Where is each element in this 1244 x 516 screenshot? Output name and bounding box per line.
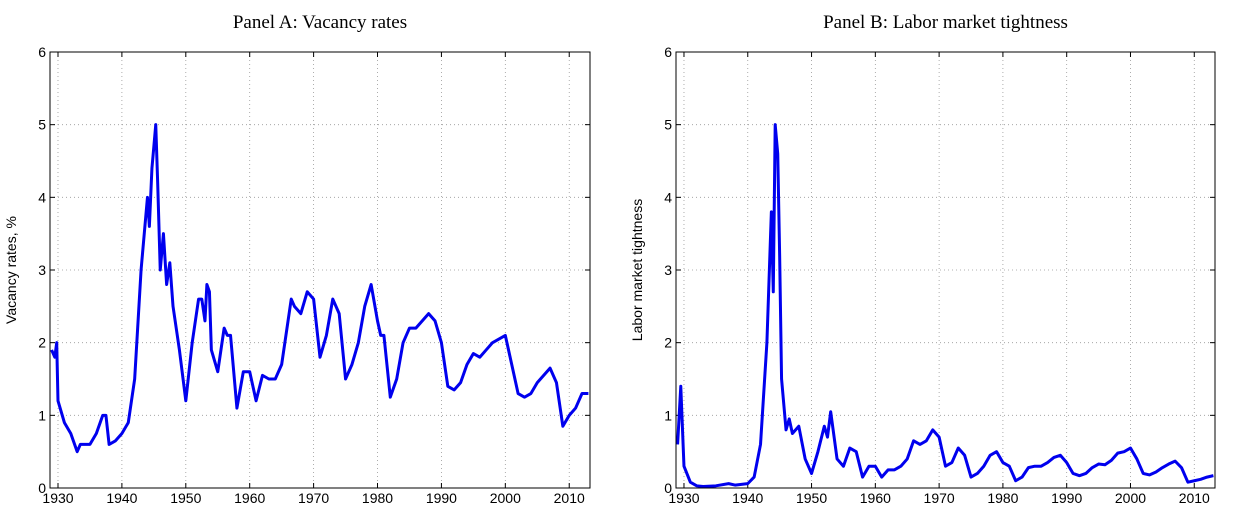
x-tick-label: 1980 — [362, 490, 393, 506]
x-tick-label: 1950 — [170, 490, 201, 506]
y-tick-label: 4 — [664, 189, 672, 205]
chart-title: Panel B: Labor market tightness — [823, 12, 1068, 33]
y-tick-label: 0 — [38, 480, 46, 496]
x-tick-label: 1970 — [924, 490, 955, 506]
y-tick-label: 3 — [664, 262, 672, 278]
y-tick-label: 3 — [38, 262, 46, 278]
y-tick-label: 6 — [38, 44, 46, 60]
x-tick-label: 1940 — [106, 490, 137, 506]
plot-frame — [675, 51, 1216, 489]
data-line — [676, 123, 1214, 489]
x-tick-label: 2010 — [1179, 490, 1210, 506]
x-tick-label: 1930 — [42, 490, 73, 506]
x-tick-label: 2000 — [1115, 490, 1146, 506]
x-tick-label: 1980 — [987, 490, 1018, 506]
y-tick-label: 1 — [664, 407, 672, 423]
y-tick-label: 4 — [38, 189, 46, 205]
y-axis-label: Labor market tightness — [629, 199, 645, 341]
x-tick-label: 1990 — [1051, 490, 1082, 506]
y-tick-label: 5 — [38, 117, 46, 133]
y-tick-label: 0 — [664, 480, 672, 496]
x-tick-label: 1930 — [668, 490, 699, 506]
y-tick-label: 6 — [664, 44, 672, 60]
y-tick-label: 2 — [38, 335, 46, 351]
x-tick-label: 1970 — [298, 490, 329, 506]
x-tick-label: 1960 — [234, 490, 265, 506]
x-tick-label: 1940 — [732, 490, 763, 506]
y-tick-label: 5 — [664, 117, 672, 133]
y-axis-label: Vacancy rates, % — [3, 216, 19, 324]
plot-frame — [49, 51, 591, 489]
x-tick-label: 1960 — [860, 490, 891, 506]
x-tick-label: 2010 — [554, 490, 585, 506]
chart-title: Panel A: Vacancy rates — [233, 12, 407, 33]
y-tick-label: 2 — [664, 335, 672, 351]
x-tick-label: 1990 — [426, 490, 457, 506]
data-line — [50, 123, 589, 454]
y-tick-label: 1 — [38, 407, 46, 423]
x-tick-label: 2000 — [490, 490, 521, 506]
x-tick-label: 1950 — [796, 490, 827, 506]
